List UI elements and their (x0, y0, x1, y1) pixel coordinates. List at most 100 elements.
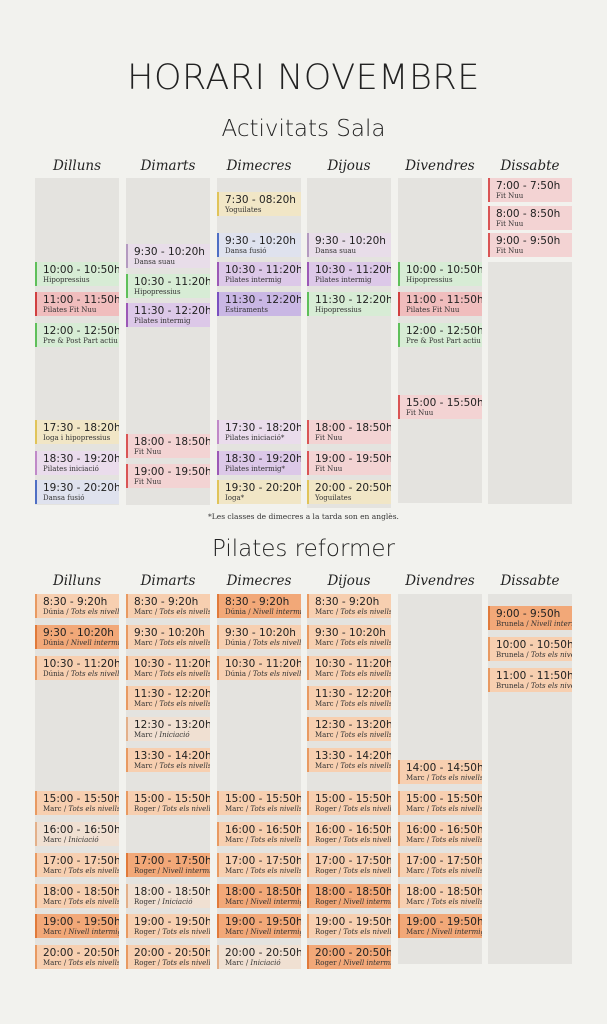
class-instructor-level: Marc / Tots els nivells (315, 639, 391, 647)
class-time: 17:00 - 17:50h (406, 855, 482, 867)
class-time: 9:30 - 10:20h (315, 627, 386, 639)
class-time: 9:30 - 10:20h (225, 627, 296, 639)
reformer-day-dissabte: Dissabte (500, 573, 560, 589)
class-time: 16:00 - 16:50h (406, 824, 482, 836)
reformer-class-cell: 18:00 - 18:50h Marc / Tots els nivells (398, 884, 482, 908)
sala-class-cell: 11:00 - 11:50h Pilates Fit Nuu (35, 292, 119, 316)
class-name: Estiraments (225, 306, 268, 314)
class-instructor-level: Marc / Tots els nivells (225, 836, 301, 844)
class-name: Dansa suau (315, 247, 357, 255)
reformer-class-cell: 8:30 - 9:20h Marc / Tots els nivells (307, 594, 391, 618)
reformer-class-cell: 16:00 - 16:50h Marc / Iniciació (35, 822, 119, 846)
class-time: 8:30 - 9:20h (43, 596, 108, 608)
class-time: 19:00 - 19:50h (43, 916, 119, 928)
sala-class-cell: 19:30 - 20:20h Ioga* (217, 480, 301, 504)
sala-day-divendres: Divendres (405, 158, 475, 174)
class-time: 7:00 - 7:50h (496, 180, 561, 192)
class-time: 18:00 - 18:50h (43, 886, 119, 898)
class-time: 15:00 - 15:50h (406, 397, 482, 409)
class-time: 18:00 - 18:50h (315, 886, 391, 898)
class-name: Dansa suau (134, 258, 176, 266)
reformer-class-cell: 9:30 - 10:20h Dúnia / Tots els nivells (217, 625, 301, 649)
class-instructor-level: Dúnia / Nivell intermig (43, 639, 119, 647)
class-time: 13:30 - 14:20h (315, 750, 391, 762)
reformer-class-cell: 17:00 - 17:50h Marc / Tots els nivells (398, 853, 482, 877)
sala-class-cell: 7:00 - 7:50h Fit Nuu (488, 178, 572, 202)
reformer-class-cell: 15:00 - 15:50h Roger / Tots els nivells (307, 791, 391, 815)
reformer-class-cell: 19:00 - 19:50h Roger / Tots els nivells (307, 914, 391, 938)
class-time: 9:30 - 10:20h (43, 627, 114, 639)
class-time: 8:30 - 9:20h (315, 596, 380, 608)
reformer-class-cell: 15:00 - 15:50h Marc / Tots els nivells (217, 791, 301, 815)
class-name: Pilates intermig* (225, 465, 286, 473)
class-name: Pilates iniciació (43, 465, 99, 473)
class-time: 17:30 - 18:20h (225, 422, 301, 434)
class-name: Pilates intermig (315, 276, 372, 284)
reformer-class-cell: 19:00 - 19:50h Marc / Nivell intermig (398, 914, 482, 938)
class-time: 9:30 - 10:20h (134, 246, 205, 258)
reformer-class-cell: 18:00 - 18:50h Marc / Nivell intermig (217, 884, 301, 908)
class-time: 20:00 - 20:50h (315, 482, 391, 494)
class-time: 10:30 - 11:20h (315, 658, 391, 670)
sala-class-cell: 9:30 - 10:20h Dansa suau (126, 244, 210, 268)
sala-class-cell: 11:30 - 12:20h Pilates intermig (126, 303, 210, 327)
sala-class-cell: 18:30 - 19:20h Pilates iniciació (35, 451, 119, 475)
sala-class-cell: 9:30 - 10:20h Dansa suau (307, 233, 391, 257)
class-time: 18:00 - 18:50h (315, 422, 391, 434)
class-time: 17:00 - 17:50h (315, 855, 391, 867)
class-instructor-level: Marc / Tots els nivells (225, 867, 301, 875)
class-name: Fit Nuu (134, 448, 162, 456)
class-time: 9:30 - 10:20h (315, 235, 386, 247)
sala-class-cell: 18:00 - 18:50h Fit Nuu (126, 434, 210, 458)
class-time: 13:30 - 14:20h (134, 750, 210, 762)
class-time: 18:30 - 19:20h (225, 453, 301, 465)
sala-class-cell: 9:00 - 9:50h Fit Nuu (488, 233, 572, 257)
reformer-class-cell: 14:00 - 14:50h Marc / Tots els nivells (398, 760, 482, 784)
class-time: 17:00 - 17:50h (134, 855, 210, 867)
class-time: 11:30 - 12:20h (134, 688, 210, 700)
class-time: 11:30 - 12:20h (134, 305, 210, 317)
class-instructor-level: Roger / Nivell intermig (315, 898, 391, 906)
class-name: Ioga* (225, 494, 245, 502)
class-time: 19:00 - 19:50h (315, 453, 391, 465)
class-time: 9:30 - 10:20h (225, 235, 296, 247)
class-time: 10:30 - 11:20h (225, 658, 301, 670)
class-time: 9:00 - 9:50h (496, 235, 561, 247)
class-instructor-level: Marc / Tots els nivells (43, 959, 119, 967)
class-time: 14:00 - 14:50h (406, 762, 482, 774)
class-time: 18:00 - 18:50h (134, 436, 210, 448)
reformer-class-cell: 20:00 - 20:50h Marc / Iniciació (217, 945, 301, 969)
sala-class-cell: 10:30 - 11:20h Hipopressius (126, 274, 210, 298)
class-instructor-level: Marc / Iniciació (43, 836, 99, 844)
class-instructor-level: Marc / Tots els nivells (315, 762, 391, 770)
reformer-class-cell: 18:00 - 18:50h Roger / Iniciació (126, 884, 210, 908)
page-title: HORARI NOVEMBRE (127, 58, 480, 98)
class-name: Fit Nuu (496, 247, 524, 255)
class-time: 19:00 - 19:50h (225, 916, 301, 928)
class-time: 8:30 - 9:20h (134, 596, 199, 608)
class-time: 11:30 - 12:20h (315, 688, 391, 700)
sala-class-cell: 19:00 - 19:50h Fit Nuu (126, 464, 210, 488)
class-name: Pilates intermig (134, 317, 191, 325)
class-instructor-level: Roger / Nivell intermig (134, 867, 210, 875)
class-name: Fit Nuu (315, 465, 343, 473)
sala-day-dijous: Dijous (327, 158, 371, 174)
class-name: Pilates Fit Nuu (406, 306, 460, 314)
class-instructor-level: Dúnia / Tots els nivells (225, 670, 301, 678)
sala-class-cell: 11:00 - 11:50h Pilates Fit Nuu (398, 292, 482, 316)
class-time: 10:30 - 11:20h (43, 658, 119, 670)
reformer-class-cell: 20:00 - 20:50h Roger / Tots els nivells (126, 945, 210, 969)
class-name: Hipopressius (134, 288, 181, 296)
sala-class-cell: 8:00 - 8:50h Fit Nuu (488, 206, 572, 230)
sala-class-cell: 11:30 - 12:20h Estiraments (217, 292, 301, 316)
class-instructor-level: Marc / Tots els nivells (406, 898, 482, 906)
class-instructor-level: Marc / Iniciació (134, 731, 190, 739)
reformer-day-dijous: Dijous (327, 573, 371, 589)
class-instructor-level: Marc / Tots els nivells (315, 731, 391, 739)
sala-day-dimecres: Dimecres (226, 158, 292, 174)
sala-class-cell: 11:30 - 12:20h Hipopressius (307, 292, 391, 316)
